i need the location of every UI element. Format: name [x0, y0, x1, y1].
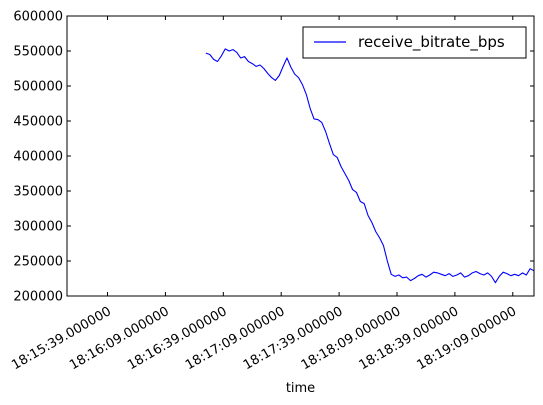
legend: receive_bitrate_bps	[302, 26, 527, 59]
y-tick-label: 250000	[13, 255, 63, 270]
y-tick-label: 450000	[13, 115, 63, 130]
y-tick-label: 550000	[13, 45, 63, 60]
y-tick-label: 350000	[13, 185, 63, 200]
y-tick-label: 200000	[13, 290, 63, 305]
y-tick-label: 500000	[13, 80, 63, 95]
y-tick-label: 300000	[13, 220, 63, 235]
x-axis-label: time	[286, 381, 315, 396]
series-line-receive-bitrate-bps	[205, 48, 535, 284]
legend-label-receive-bitrate: receive_bitrate_bps	[358, 33, 505, 52]
y-tick-label: 600000	[13, 10, 63, 25]
y-tick-label: 400000	[13, 150, 63, 165]
plot-area	[67, 16, 534, 296]
series-layer	[205, 48, 535, 284]
